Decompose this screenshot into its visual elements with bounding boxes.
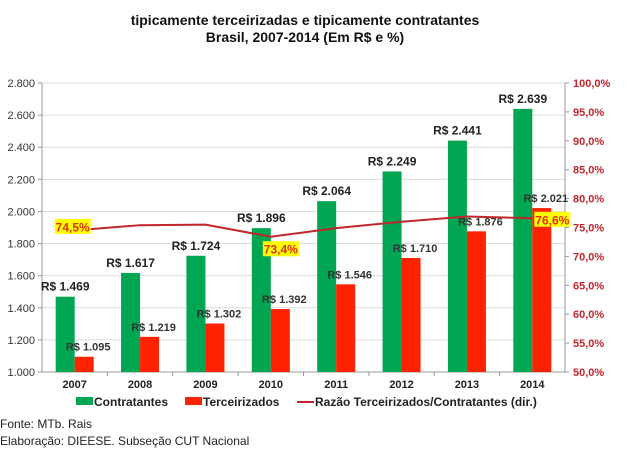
x-tick-label: 2014 (520, 379, 545, 391)
legend-label-ratio: Razão Terceirizados/Contratantes (dir.) (315, 395, 537, 409)
data-label-contratantes: R$ 1.469 (41, 280, 90, 294)
x-tick-label: 2012 (389, 379, 413, 391)
bar-terceirizados (205, 323, 225, 372)
data-label-contratantes: R$ 2.639 (498, 92, 547, 106)
data-label-terceirizados: R$ 2.021 (523, 193, 568, 205)
data-label-terceirizados: R$ 1.876 (458, 216, 503, 228)
x-tick-label: 2013 (455, 379, 479, 391)
left-tick-label: 2.000 (7, 206, 35, 218)
legend-swatch-terceirizados (185, 397, 202, 405)
ratio-label-bg (534, 211, 571, 227)
right-tick-label: 95,0% (573, 107, 604, 119)
source-note: Fonte: MTb. Rais (0, 417, 93, 431)
bar-terceirizados (74, 356, 94, 372)
x-tick-label: 2008 (128, 379, 152, 391)
bar-terceirizados (401, 258, 421, 372)
left-tick-label: 2.600 (7, 110, 35, 122)
bar-contratantes (251, 228, 271, 372)
right-tick-label: 55,0% (573, 338, 604, 350)
bar-contratantes (186, 255, 206, 372)
bar-terceirizados (270, 309, 290, 372)
chart-subtitle: Brasil, 2007-2014 (Em R$ e %) (205, 29, 405, 45)
right-tick-label: 70,0% (573, 251, 604, 263)
left-tick-label: 1.200 (7, 335, 35, 347)
legend-label-contratantes: Contratantes (94, 395, 168, 409)
ratio-line (74, 215, 533, 238)
right-tick-label: 60,0% (573, 309, 604, 321)
bar-terceirizados (466, 231, 486, 372)
left-tick-label: 2.200 (7, 174, 35, 186)
data-label-terceirizados: R$ 1.710 (393, 243, 438, 255)
left-tick-label: 2.800 (7, 78, 35, 90)
data-label-terceirizados: R$ 1.095 (66, 342, 111, 354)
bar-terceirizados (532, 208, 552, 372)
bar-contratantes (55, 296, 75, 372)
data-label-contratantes: R$ 1.617 (106, 256, 155, 270)
x-tick-label: 2009 (193, 379, 217, 391)
data-label-terceirizados: R$ 1.302 (197, 309, 242, 321)
data-label-terceirizados: R$ 1.392 (262, 294, 307, 306)
left-tick-label: 1.400 (7, 303, 35, 315)
chart-title: tipicamente terceirizadas e tipicamente … (130, 12, 480, 28)
ratio-label: 76,6% (535, 213, 569, 227)
bar-terceirizados (336, 284, 356, 372)
data-label-contratantes: R$ 2.441 (433, 124, 482, 138)
data-label-terceirizados: R$ 1.219 (131, 322, 176, 334)
bar-contratantes (447, 140, 467, 372)
left-tick-label: 2.400 (7, 142, 35, 154)
credit-note: Elaboração: DIEESE. Subseção CUT Naciona… (0, 434, 250, 448)
legend-label-terceirizados: Terceirizados (203, 395, 280, 409)
left-tick-label: 1.800 (7, 239, 35, 251)
data-label-contratantes: R$ 2.064 (302, 184, 351, 198)
legend-swatch-contratantes (76, 397, 93, 405)
ratio-label: 73,4% (264, 243, 298, 257)
left-tick-label: 1.000 (7, 367, 35, 379)
ratio-label: 74,5% (56, 220, 90, 234)
data-label-terceirizados: R$ 1.546 (327, 269, 372, 281)
right-tick-label: 65,0% (573, 280, 604, 292)
x-tick-label: 2010 (259, 379, 283, 391)
bar-contratantes (513, 108, 533, 373)
right-tick-label: 85,0% (573, 165, 604, 177)
right-tick-label: 100,0% (573, 78, 611, 90)
right-tick-label: 50,0% (573, 367, 604, 379)
bar-terceirizados (140, 336, 160, 372)
data-label-contratantes: R$ 1.724 (172, 239, 221, 253)
left-tick-label: 1.600 (7, 271, 35, 283)
data-label-contratantes: R$ 2.249 (368, 154, 417, 168)
right-tick-label: 80,0% (573, 194, 604, 206)
bar-contratantes (121, 272, 141, 372)
ratio-label-bg (262, 241, 299, 257)
bar-contratantes (317, 201, 337, 372)
right-tick-label: 90,0% (573, 136, 604, 148)
x-tick-label: 2011 (324, 379, 348, 391)
bar-contratantes (382, 171, 402, 372)
x-tick-label: 2007 (62, 379, 86, 391)
data-label-contratantes: R$ 1.896 (237, 211, 286, 225)
ratio-label-bg (54, 218, 91, 234)
right-tick-label: 75,0% (573, 223, 604, 235)
